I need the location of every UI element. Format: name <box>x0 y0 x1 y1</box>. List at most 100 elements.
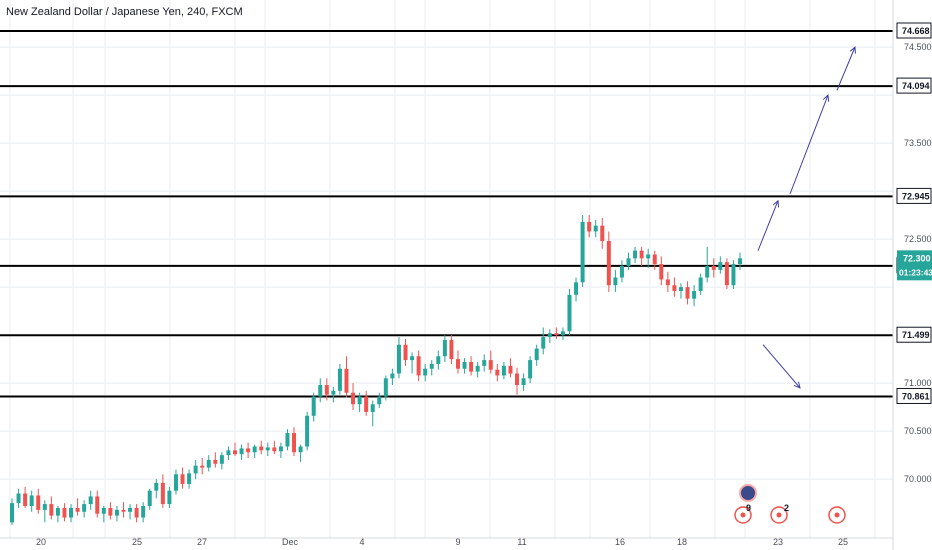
y-tick-label: 70.000 <box>904 474 932 484</box>
candle-body-down <box>508 365 513 374</box>
candle-body-up <box>396 344 401 374</box>
trend-arrow[interactable] <box>836 47 855 91</box>
candle-body-down <box>685 287 690 299</box>
candle-body-down <box>469 362 474 372</box>
y-tick-label: 72.500 <box>904 234 932 244</box>
candle-body-up <box>619 266 624 278</box>
level-price-tag[interactable] <box>896 77 932 94</box>
candle-body-up <box>298 446 303 453</box>
candle-body-up <box>626 258 631 267</box>
candle-body-up <box>193 465 198 474</box>
candle-body-up <box>429 363 434 369</box>
candle-body-up <box>167 490 172 505</box>
candle-body-down <box>600 225 605 242</box>
candle-body-up <box>501 365 506 376</box>
candle-body-down <box>665 279 670 286</box>
trend-arrow[interactable] <box>789 95 828 195</box>
chart-title: New Zealand Dollar / Japanese Yen, 240, … <box>6 6 243 18</box>
candle-body-up <box>239 448 244 455</box>
candle-body-down <box>403 344 408 361</box>
candle-body-up <box>633 250 638 259</box>
flag-event-icon[interactable] <box>739 484 757 502</box>
horizontal-levels[interactable] <box>0 30 893 398</box>
level-price-tag[interactable] <box>896 187 932 204</box>
candle-body-up <box>731 264 736 286</box>
candle-body-up <box>55 507 60 516</box>
candle-body-down <box>246 448 251 453</box>
candle-body-up <box>318 385 323 397</box>
candle-body-down <box>160 482 165 505</box>
candle-body-down <box>108 507 113 516</box>
chart-grid <box>0 0 893 538</box>
candle-body-up <box>285 433 290 447</box>
x-tick-label: 20 <box>36 537 46 547</box>
last-price-tag[interactable] <box>897 250 932 281</box>
x-tick-label: 23 <box>773 537 783 547</box>
candle-body-up <box>278 446 283 452</box>
candle-body-up <box>436 356 441 364</box>
x-tick-label: 9 <box>455 537 460 547</box>
candle-body-up <box>16 493 21 504</box>
candle-body-up <box>462 362 467 369</box>
candle-body-up <box>147 490 152 507</box>
level-price-label: 70.861 <box>902 391 930 401</box>
candle-body-up <box>698 277 703 291</box>
event-dot-icon <box>834 512 840 518</box>
x-tick-label: 11 <box>517 537 526 547</box>
candle-body-down <box>134 507 139 518</box>
level-price-label: 71.499 <box>902 330 930 340</box>
candle-body-down <box>351 392 356 405</box>
y-tick-label: 73.500 <box>904 138 932 148</box>
candle-body-up <box>541 337 546 349</box>
candle-body-up <box>692 290 697 299</box>
candle-body-up <box>567 294 572 332</box>
x-tick-label: 25 <box>132 537 142 547</box>
candle-body-up <box>206 459 211 468</box>
trend-arrows[interactable] <box>757 47 855 388</box>
candle-body-up <box>678 287 683 291</box>
candle-body-down <box>324 385 329 395</box>
candle-body-up <box>88 496 93 505</box>
candle-body-down <box>606 241 611 286</box>
candle-body-down <box>711 266 716 270</box>
y-axis[interactable]: 74.500 73.500 72.500 71.000 70.500 70.000 74.6… <box>892 0 932 550</box>
candle-body-up <box>718 262 723 270</box>
candle-body-up <box>574 282 579 295</box>
candle-body-up <box>29 495 34 507</box>
candle-body-down <box>344 368 349 393</box>
candle-body-up <box>101 507 106 514</box>
candle-body-down <box>95 496 100 514</box>
candle-body-up <box>370 404 375 412</box>
candle-body-up <box>528 360 533 379</box>
candle-body-up <box>390 373 395 379</box>
candle-body-up <box>547 333 552 338</box>
candle-body-up <box>173 474 178 491</box>
level-price-label: 74.094 <box>902 81 930 91</box>
level-price-tag[interactable] <box>896 387 932 404</box>
candle-body-down <box>449 339 454 360</box>
x-tick-label: 4 <box>359 537 364 547</box>
candle-body-down <box>554 333 559 336</box>
x-tick-label: Dec <box>282 537 299 547</box>
trend-arrow[interactable] <box>757 201 778 251</box>
candle-body-up <box>442 339 447 357</box>
candle-body-up <box>410 356 415 361</box>
candle-body-down <box>200 465 205 468</box>
candle-body-up <box>534 348 539 361</box>
candle-body-down <box>292 433 297 453</box>
candle-body-up <box>613 277 618 286</box>
candle-body-down <box>515 373 520 386</box>
level-price-tag[interactable] <box>896 326 932 343</box>
candle-body-up <box>252 446 257 453</box>
candle-body-down <box>495 369 500 376</box>
candle-body-down <box>724 262 729 286</box>
candle-body-down <box>213 459 218 464</box>
level-price-tag[interactable] <box>896 22 932 39</box>
candle-body-up <box>10 503 14 523</box>
trend-arrow[interactable] <box>762 344 800 388</box>
candle-body-up <box>357 396 362 405</box>
candle-body-up <box>580 221 585 283</box>
level-price-label: 74.668 <box>902 26 930 36</box>
